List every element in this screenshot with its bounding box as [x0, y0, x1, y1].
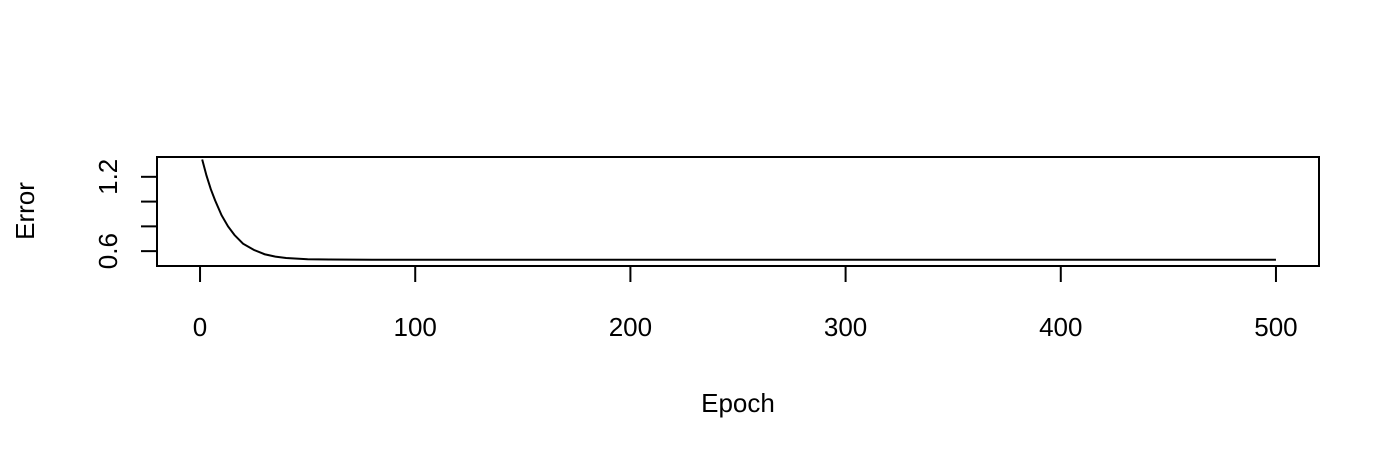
x-tick-label: 200 [609, 312, 652, 342]
x-tick-label: 0 [193, 312, 207, 342]
x-axis-title: Epoch [701, 388, 775, 418]
y-axis: 0.6 1.2 [93, 159, 158, 269]
y-tick-label: 0.6 [93, 233, 123, 269]
x-tick-label: 100 [394, 312, 437, 342]
x-tick-label: 300 [824, 312, 867, 342]
x-tick-label: 400 [1039, 312, 1082, 342]
y-axis-title: Error [10, 182, 40, 240]
y-tick-label: 1.2 [93, 159, 123, 195]
plot-frame [156, 156, 1320, 267]
x-axis: 0 100 200 300 400 500 [193, 265, 1298, 342]
x-tick-label: 500 [1254, 312, 1297, 342]
series-line-error [201, 159, 1276, 261]
